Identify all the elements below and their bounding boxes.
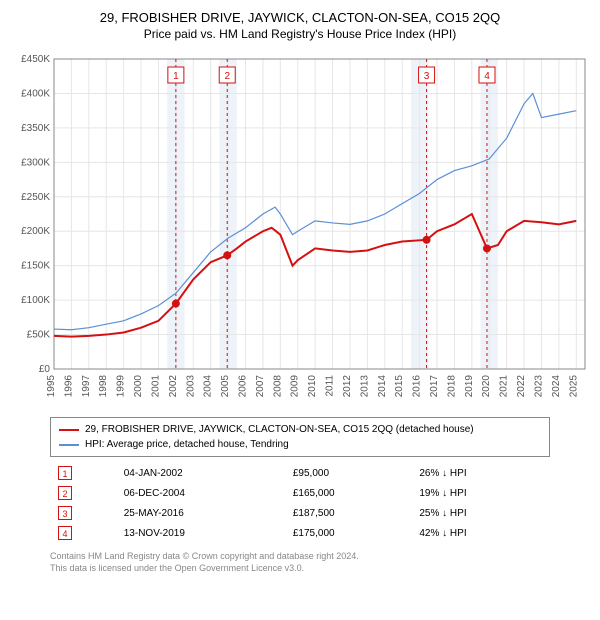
svg-text:£0: £0 (39, 364, 51, 375)
svg-text:£150K: £150K (21, 261, 50, 272)
footer-line-2: This data is licensed under the Open Gov… (50, 563, 550, 575)
table-row: 3 25-MAY-2016£187,50025% ↓ HPI (50, 503, 550, 523)
svg-text:2010: 2010 (307, 375, 318, 398)
event-delta: 25% ↓ HPI (411, 503, 550, 523)
svg-text:2012: 2012 (342, 375, 353, 398)
legend-swatch (59, 444, 79, 446)
title-block: 29, FROBISHER DRIVE, JAYWICK, CLACTON-ON… (10, 10, 590, 41)
title-line-1: 29, FROBISHER DRIVE, JAYWICK, CLACTON-ON… (10, 10, 590, 25)
event-price: £175,000 (285, 523, 412, 543)
svg-text:2016: 2016 (412, 375, 423, 398)
svg-text:2018: 2018 (446, 375, 457, 398)
legend-label: HPI: Average price, detached house, Tend… (85, 437, 289, 452)
svg-text:2015: 2015 (394, 375, 405, 398)
svg-text:1995: 1995 (46, 375, 57, 398)
svg-text:2011: 2011 (325, 375, 336, 397)
table-row: 4 13-NOV-2019£175,00042% ↓ HPI (50, 523, 550, 543)
event-marker: 1 (58, 466, 72, 480)
legend-swatch (59, 429, 79, 431)
svg-text:1997: 1997 (81, 375, 92, 398)
event-delta: 19% ↓ HPI (411, 483, 550, 503)
legend-row: 29, FROBISHER DRIVE, JAYWICK, CLACTON-ON… (59, 422, 541, 437)
svg-text:2023: 2023 (533, 375, 544, 398)
title-line-2: Price paid vs. HM Land Registry's House … (10, 27, 590, 41)
event-date: 06-DEC-2004 (116, 483, 285, 503)
footer: Contains HM Land Registry data © Crown c… (50, 551, 550, 574)
svg-text:£250K: £250K (21, 192, 50, 203)
svg-text:2025: 2025 (568, 375, 579, 398)
svg-text:2000: 2000 (133, 375, 144, 398)
svg-text:2019: 2019 (464, 375, 475, 398)
svg-text:£400K: £400K (21, 88, 50, 99)
svg-text:4: 4 (484, 71, 490, 82)
event-marker: 4 (58, 526, 72, 540)
svg-text:1999: 1999 (116, 375, 127, 398)
svg-text:3: 3 (424, 71, 430, 82)
svg-text:£50K: £50K (27, 330, 51, 341)
svg-text:£350K: £350K (21, 123, 50, 134)
svg-text:2006: 2006 (238, 375, 249, 398)
event-price: £95,000 (285, 463, 412, 483)
event-date: 25-MAY-2016 (116, 503, 285, 523)
svg-text:2007: 2007 (255, 375, 266, 398)
svg-text:2002: 2002 (168, 375, 179, 398)
legend-row: HPI: Average price, detached house, Tend… (59, 437, 541, 452)
event-date: 13-NOV-2019 (116, 523, 285, 543)
svg-text:2001: 2001 (150, 375, 161, 398)
svg-text:2022: 2022 (516, 375, 527, 398)
event-price: £165,000 (285, 483, 412, 503)
svg-text:2004: 2004 (203, 375, 214, 398)
svg-text:£300K: £300K (21, 157, 50, 168)
table-row: 1 04-JAN-2002£95,00026% ↓ HPI (50, 463, 550, 483)
event-delta: 42% ↓ HPI (411, 523, 550, 543)
svg-text:2008: 2008 (272, 375, 283, 398)
svg-text:1: 1 (173, 71, 179, 82)
svg-text:2003: 2003 (185, 375, 196, 398)
svg-text:2009: 2009 (290, 375, 301, 398)
event-marker: 2 (58, 486, 72, 500)
footer-line-1: Contains HM Land Registry data © Crown c… (50, 551, 550, 563)
svg-text:2: 2 (224, 71, 230, 82)
svg-text:2005: 2005 (220, 375, 231, 398)
svg-text:1996: 1996 (63, 375, 74, 398)
table-row: 2 06-DEC-2004£165,00019% ↓ HPI (50, 483, 550, 503)
events-table: 1 04-JAN-2002£95,00026% ↓ HPI 2 06-DEC-2004… (50, 463, 550, 543)
svg-text:£100K: £100K (21, 295, 50, 306)
svg-text:2024: 2024 (551, 375, 562, 398)
event-marker: 3 (58, 506, 72, 520)
legend: 29, FROBISHER DRIVE, JAYWICK, CLACTON-ON… (50, 417, 550, 457)
legend-label: 29, FROBISHER DRIVE, JAYWICK, CLACTON-ON… (85, 422, 474, 437)
event-date: 04-JAN-2002 (116, 463, 285, 483)
event-delta: 26% ↓ HPI (411, 463, 550, 483)
svg-text:2014: 2014 (377, 375, 388, 398)
event-price: £187,500 (285, 503, 412, 523)
chart-svg: £0 £50K £100K £150K £200K £250K £300K £350K £400… (10, 49, 590, 409)
svg-text:2017: 2017 (429, 375, 440, 398)
svg-text:2020: 2020 (481, 375, 492, 398)
svg-text:1998: 1998 (98, 375, 109, 398)
svg-text:2013: 2013 (359, 375, 370, 398)
svg-text:£200K: £200K (21, 226, 50, 237)
svg-text:2021: 2021 (499, 375, 510, 398)
chart: £0 £50K £100K £150K £200K £250K £300K £350K £400… (10, 49, 590, 409)
svg-text:£450K: £450K (21, 54, 50, 65)
